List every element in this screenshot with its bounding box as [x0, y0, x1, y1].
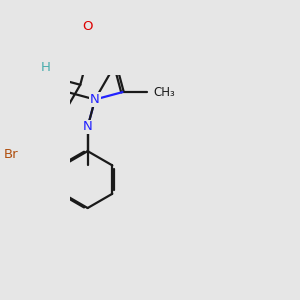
Text: O: O — [82, 20, 93, 33]
Text: Br: Br — [4, 148, 19, 161]
Text: N: N — [83, 121, 92, 134]
Text: N: N — [90, 93, 100, 106]
Text: H: H — [41, 61, 51, 74]
Text: CH₃: CH₃ — [153, 85, 175, 99]
